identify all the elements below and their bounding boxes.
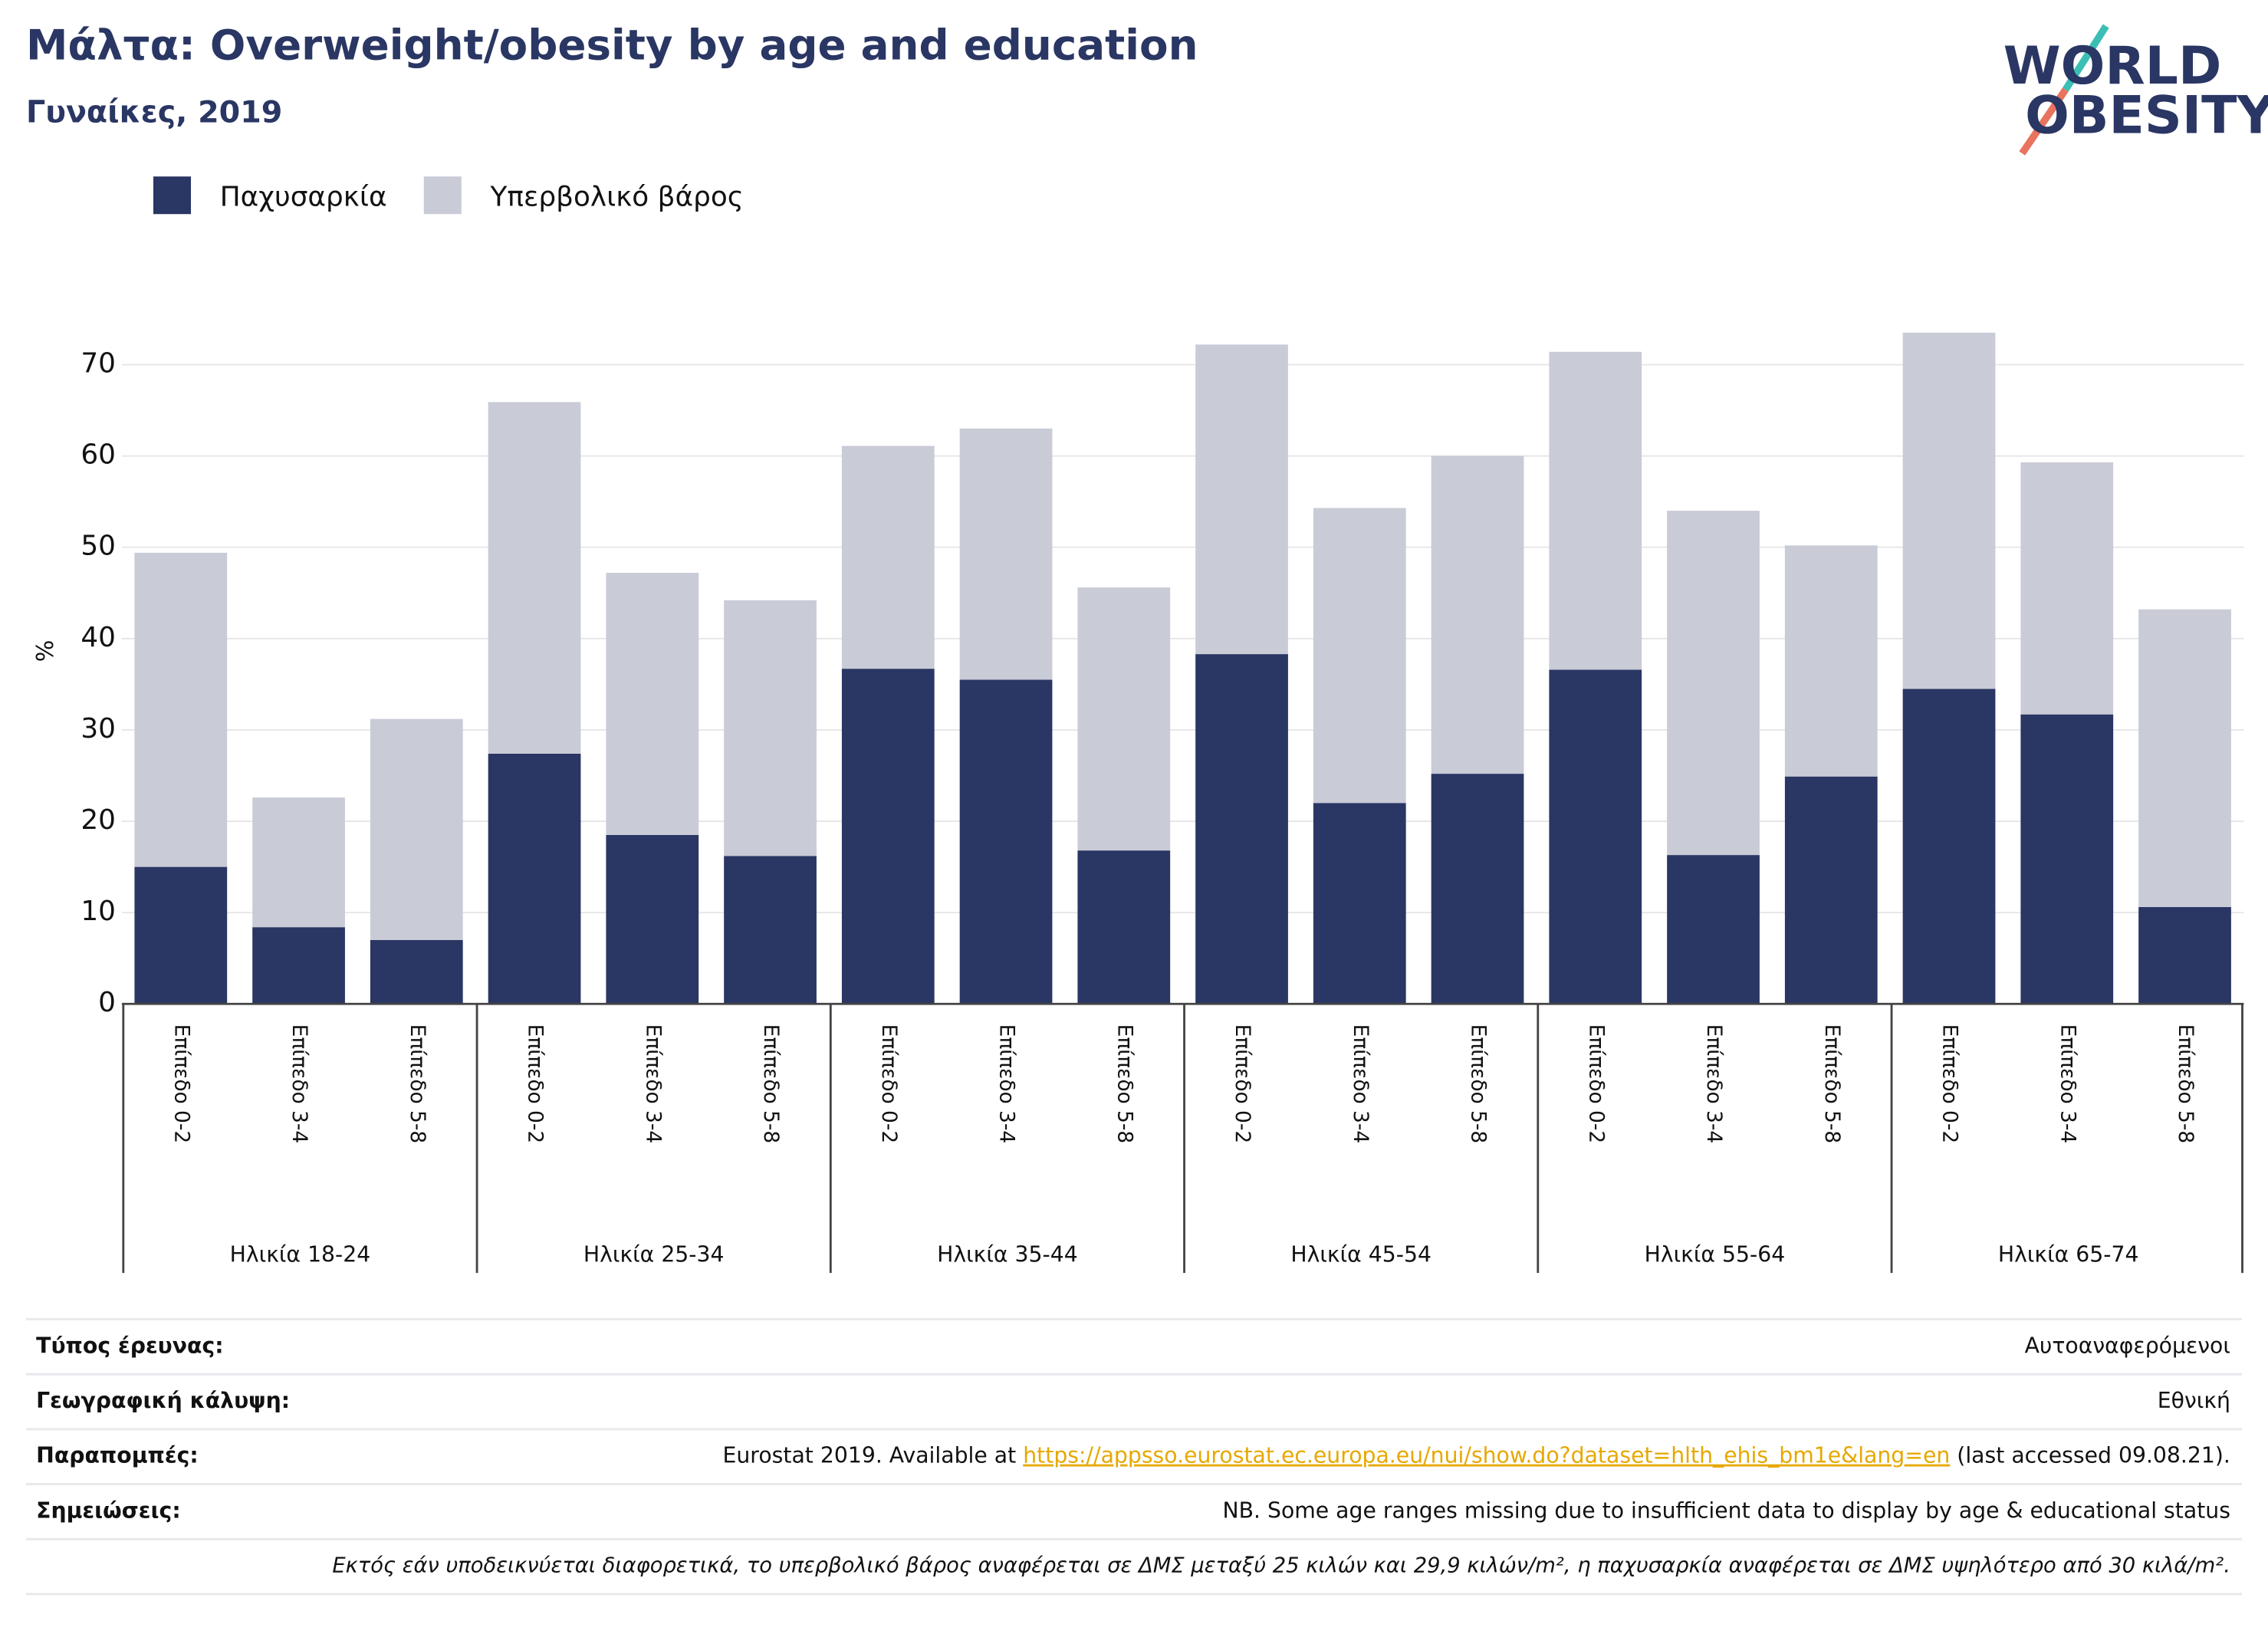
group-label: Ηλικία 65-74: [1998, 1241, 2139, 1267]
bar-segment: [2020, 714, 2114, 1004]
logo-slash: [2062, 24, 2109, 92]
bar-segment: [1195, 344, 1288, 655]
bar-segment: [1902, 332, 1996, 689]
bar-segment: [2138, 609, 2231, 907]
bar-segment: [1667, 855, 1760, 1004]
bar-segment: [1077, 587, 1171, 851]
row-label: Τύπος έρευνας:: [36, 1333, 223, 1358]
x-tick-label: Επίπεδο 3-4: [288, 1024, 311, 1144]
y-tick-label: 40: [81, 622, 116, 653]
legend-label: Παχυσαρκία: [220, 181, 387, 212]
logo-text: WORLD: [2003, 36, 2222, 97]
row-value: Αυτοαναφερόμενοι: [2025, 1333, 2230, 1358]
y-tick-label: 70: [81, 348, 116, 380]
x-tick-label: Επίπεδο 0-2: [877, 1024, 901, 1144]
bar-segment: [1549, 351, 1642, 670]
reference-link[interactable]: https://appsso.eurostat.ec.europa.eu/nui…: [1023, 1443, 1950, 1468]
bar-segment: [1077, 850, 1171, 1004]
footnote: Εκτός εάν υποδεικνύεται διαφορετικά, το …: [332, 1554, 2230, 1578]
bar-segment: [1313, 508, 1406, 804]
x-tick-label: Επίπεδο 5-8: [2174, 1024, 2197, 1144]
bar-segment: [134, 552, 228, 867]
group-label: Ηλικία 18-24: [230, 1241, 371, 1267]
row-value: Eurostat 2019. Available at https://apps…: [723, 1443, 2230, 1468]
y-tick-label: 60: [81, 439, 116, 471]
legend-swatch: [423, 176, 462, 215]
bar-segment: [959, 428, 1053, 680]
bar-segment: [2020, 462, 2114, 715]
bar-segment: [724, 856, 817, 1004]
x-tick-label: Επίπεδο 0-2: [524, 1024, 547, 1144]
bar-segment: [1784, 776, 1878, 1004]
reference-text: Eurostat 2019. Available at: [723, 1443, 1024, 1468]
bar-segment: [1431, 455, 1524, 774]
x-tick-label: Επίπεδο 5-8: [759, 1024, 783, 1144]
row-value: Εθνική: [2158, 1388, 2230, 1413]
bar-segment: [606, 573, 699, 835]
bar-segment: [1431, 774, 1524, 1004]
bar-segment: [1195, 654, 1288, 1004]
row-label: Γεωγραφική κάλυψη:: [36, 1388, 290, 1413]
x-tick-label: Επίπεδο 3-4: [641, 1024, 665, 1144]
x-tick-label: Επίπεδο 0-2: [1231, 1024, 1254, 1144]
bar-segment: [252, 797, 345, 928]
bar-segment: [252, 927, 345, 1004]
y-tick-label: 10: [81, 896, 116, 927]
row-label: Σημειώσεις:: [36, 1498, 180, 1523]
group-label: Ηλικία 45-54: [1290, 1241, 1431, 1267]
x-tick-label: Επίπεδο 5-8: [406, 1024, 429, 1144]
bar-segment: [2138, 906, 2231, 1004]
bar-segment: [841, 669, 935, 1004]
y-tick-label: 30: [81, 713, 116, 745]
chart-subtitle: Γυναίκες, 2019: [26, 95, 282, 130]
bar-segment: [606, 834, 699, 1004]
group-label: Ηλικία 25-34: [583, 1241, 725, 1267]
bar-segment: [1667, 511, 1760, 856]
x-tick-label: Επίπεδο 0-2: [1938, 1024, 1962, 1144]
bar-segment: [488, 753, 581, 1004]
legend-swatch: [153, 176, 192, 215]
bar-segment: [959, 679, 1053, 1004]
x-tick-label: Επίπεδο 5-8: [1467, 1024, 1491, 1144]
bar-segment: [841, 445, 935, 669]
y-tick-label: 50: [81, 531, 116, 562]
bar-segment: [1549, 669, 1642, 1004]
x-tick-label: Επίπεδο 3-4: [995, 1024, 1019, 1144]
row-value: NB. Some age ranges missing due to insuf…: [1222, 1498, 2230, 1523]
bar-segment: [724, 600, 817, 856]
bar-segment: [1313, 803, 1406, 1004]
reference-text: (last accessed 09.08.21).: [1950, 1443, 2230, 1468]
bar-segment: [1784, 545, 1878, 777]
x-tick-label: Επίπεδο 5-8: [1820, 1024, 1844, 1144]
y-tick-label: 20: [81, 804, 116, 836]
logo-text: OBESITY: [2025, 85, 2268, 146]
bar-segment: [488, 402, 581, 754]
x-tick-label: Επίπεδο 0-2: [169, 1024, 193, 1144]
bar-segment: [134, 866, 228, 1004]
y-axis-label: %: [32, 640, 59, 662]
bar-segment: [1902, 689, 1996, 1004]
x-tick-label: Επίπεδο 0-2: [1584, 1024, 1608, 1144]
bar-segment: [370, 718, 463, 940]
group-label: Ηλικία 35-44: [937, 1241, 1078, 1267]
group-label: Ηλικία 55-64: [1645, 1241, 1786, 1267]
x-tick-label: Επίπεδο 3-4: [2056, 1024, 2079, 1144]
row-label: Παραπομπές:: [36, 1443, 199, 1468]
x-tick-label: Επίπεδο 3-4: [1349, 1024, 1372, 1144]
bar-segment: [370, 939, 463, 1004]
x-tick-label: Επίπεδο 3-4: [1702, 1024, 1726, 1144]
x-tick-label: Επίπεδο 5-8: [1113, 1024, 1136, 1144]
chart-title: Μάλτα: Overweight/obesity by age and edu…: [26, 20, 1198, 69]
logo-slash: [2019, 87, 2069, 156]
y-tick-label: 0: [98, 987, 116, 1018]
legend-label: Υπερβολικό βάρος: [490, 181, 744, 212]
